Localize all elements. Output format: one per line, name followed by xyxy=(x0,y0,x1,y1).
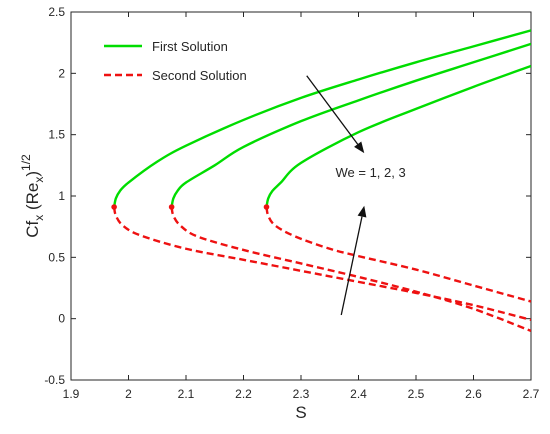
annotation-arrow-shaft-2 xyxy=(340,216,363,316)
first-solution-curve-3 xyxy=(265,64,531,208)
annotation-arrows xyxy=(306,75,367,316)
first-solution-curve-1 xyxy=(112,29,531,208)
annotation-arrow-shaft-1 xyxy=(306,75,359,145)
x-tick-label: 2.2 xyxy=(235,387,252,401)
y-axis-label-sub1: x xyxy=(32,215,46,221)
y-axis-label-base: Cf xyxy=(23,220,42,237)
second-solution-curve-1 xyxy=(112,206,531,322)
x-tick-label: 2.7 xyxy=(523,387,540,401)
y-tick-label: -0.5 xyxy=(44,373,65,387)
x-tick-label: 1.9 xyxy=(63,387,80,401)
annotation-arrow-head-2 xyxy=(357,205,367,218)
x-tick-label: 2.1 xyxy=(178,387,195,401)
x-tick-label: 2 xyxy=(125,387,132,401)
legend: First Solution Second Solution xyxy=(104,39,247,83)
x-tick-label: 2.6 xyxy=(465,387,482,401)
turning-point-marker-2 xyxy=(168,204,175,210)
x-tick-label: 2.4 xyxy=(350,387,367,401)
first-solution-curve-2 xyxy=(170,42,531,208)
annotation-we-label: We = 1, 2, 3 xyxy=(336,165,406,180)
y-tick-label: 1.5 xyxy=(48,128,65,142)
y-axis-label-close: ) xyxy=(23,171,42,177)
turning-point-markers xyxy=(111,204,270,210)
second-solution-curve-3 xyxy=(265,206,531,303)
turning-point-marker-3 xyxy=(263,204,270,210)
y-tick-label: 0 xyxy=(58,312,65,326)
x-tick-label: 2.3 xyxy=(293,387,310,401)
plot-curves xyxy=(112,29,531,333)
y-tick-label: 0.5 xyxy=(48,250,65,264)
y-axis-label: Cfx (Rex)1/2 xyxy=(19,154,46,238)
second-solution-curve-2 xyxy=(170,206,531,333)
y-axis-label-sup: 1/2 xyxy=(19,154,33,171)
y-tick-label: 2 xyxy=(58,66,65,80)
y-tick-label: 1 xyxy=(58,189,65,203)
x-tick-label: 2.5 xyxy=(408,387,425,401)
y-tick-label: 2.5 xyxy=(48,5,65,19)
x-axis-label: S xyxy=(295,403,306,422)
legend-label-second-solution: Second Solution xyxy=(152,68,247,83)
y-axis-label-sub2: x xyxy=(32,177,46,183)
annotation-arrow-head-1 xyxy=(354,141,365,154)
y-axis-label-mid: (Re xyxy=(23,183,42,215)
turning-point-marker-1 xyxy=(111,204,117,210)
plot-axes: 1.9 2 2.1 2.2 2.3 2.4 2.5 2.6 2.7 -0.5 0 0.5 1 1.5 2 2.… xyxy=(44,5,539,401)
legend-label-first-solution: First Solution xyxy=(152,39,228,54)
